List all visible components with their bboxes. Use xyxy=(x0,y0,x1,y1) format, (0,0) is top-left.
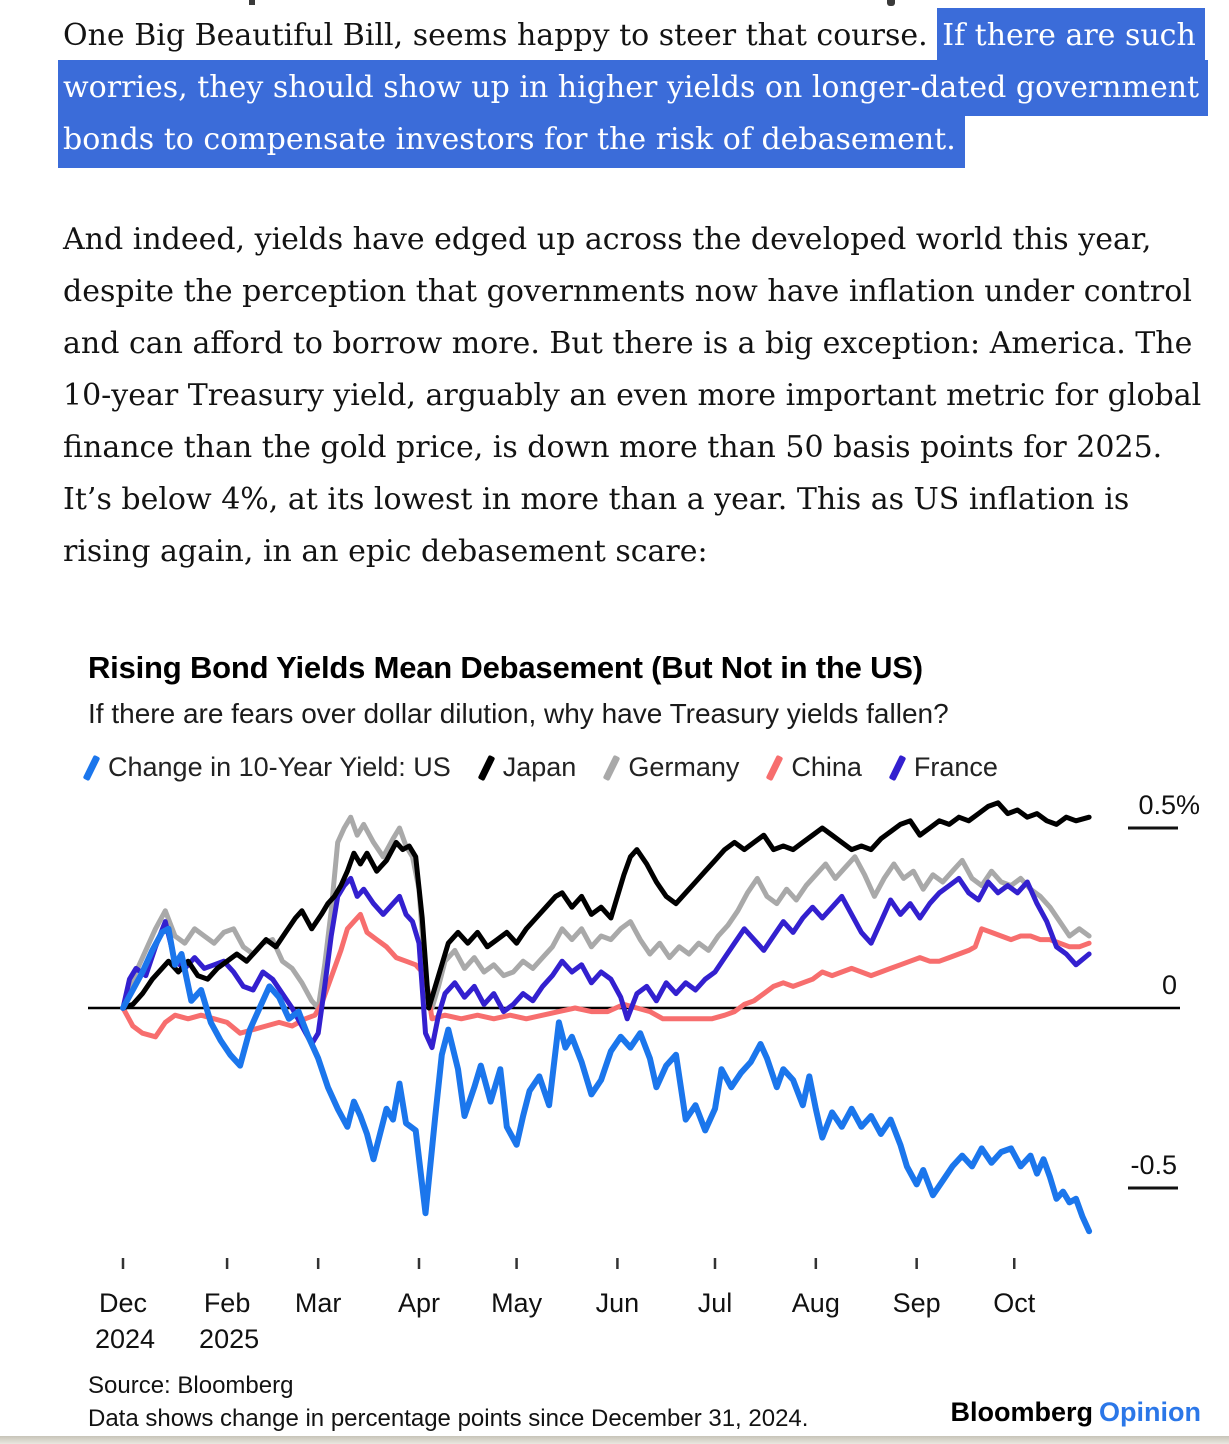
paragraph-line: And indeed, yields have edged up across … xyxy=(63,222,1152,257)
x-tick-month-label: Jul xyxy=(698,1288,733,1318)
legend-label: Japan xyxy=(502,752,577,782)
chart-subtitle: If there are fears over dollar dilution,… xyxy=(88,698,949,729)
paragraph-2: And indeed, yields have edged up across … xyxy=(63,214,1201,578)
paragraph-line: It’s below 4%, at its lowest in more tha… xyxy=(63,482,1130,517)
x-tick-month-label: Aug xyxy=(792,1288,840,1318)
x-tick-month-label: May xyxy=(491,1288,543,1318)
x-tick-month-label: Dec xyxy=(99,1288,147,1318)
legend-label: China xyxy=(791,752,862,782)
chart-source: Source: Bloomberg xyxy=(88,1372,294,1399)
y-tick-label: 0.5% xyxy=(1138,790,1200,820)
chart-legend: Change in 10-Year Yield: US Japan German… xyxy=(82,752,998,783)
cropped-text-artifact xyxy=(249,0,255,5)
y-tick-label: 0 xyxy=(1162,970,1177,1000)
x-tick-year-label: 2024 xyxy=(95,1324,155,1354)
paragraph-line: and can afford to borrow more. But there… xyxy=(63,326,1193,361)
x-tick-month-label: Sep xyxy=(893,1288,941,1318)
line-swatch-icon xyxy=(888,754,907,781)
paragraph-line: finance than the gold price, is down mor… xyxy=(63,430,1163,465)
paragraph-text: One Big Beautiful Bill, seems happy to s… xyxy=(63,18,938,53)
chart-title: Rising Bond Yields Mean Debasement (But … xyxy=(88,650,923,685)
legend-item-france: France xyxy=(888,752,998,783)
legend-label: Change in 10-Year Yield: US xyxy=(108,752,451,782)
x-tick-month-label: Apr xyxy=(398,1288,440,1318)
paragraph-line: rising again, in an epic debasement scar… xyxy=(63,534,708,569)
series-line-france xyxy=(120,875,1092,1051)
legend-label: Germany xyxy=(628,752,740,782)
paragraph-1: One Big Beautiful Bill, seems happy to s… xyxy=(58,8,1209,168)
x-tick-month-label: Oct xyxy=(993,1288,1036,1318)
paragraph-line: worries, they should show up in higher y… xyxy=(58,60,1209,116)
paragraph-line: despite the perception that governments … xyxy=(63,274,1192,309)
series-line-japan xyxy=(120,800,1092,1011)
x-tick-month-label: Jun xyxy=(596,1288,640,1318)
legend-item-germany: Germany xyxy=(602,752,740,783)
cropped-text-artifact xyxy=(887,0,895,6)
bloomberg-wordmark: Bloomberg xyxy=(950,1397,1094,1427)
paragraph-line: One Big Beautiful Bill, seems happy to s… xyxy=(63,8,1208,64)
line-swatch-icon xyxy=(477,754,496,781)
series-line-germany xyxy=(120,814,1092,1011)
legend-item-japan: Japan xyxy=(477,752,577,783)
opinion-wordmark: Opinion xyxy=(1099,1397,1201,1427)
y-tick-label: -0.5 xyxy=(1130,1150,1177,1180)
line-swatch-icon xyxy=(766,754,784,781)
bloomberg-opinion-logo: Bloomberg Opinion xyxy=(951,1397,1202,1428)
line-swatch-icon xyxy=(602,754,621,781)
x-tick-year-label: 2025 xyxy=(199,1324,259,1354)
highlighted-text: If there are such xyxy=(937,8,1205,64)
x-tick-month-label: Feb xyxy=(204,1288,251,1318)
legend-item-us: Change in 10-Year Yield: US xyxy=(82,752,451,783)
line-swatch-icon xyxy=(82,754,101,781)
paragraph-line: 10-year Treasury yield, arguably an even… xyxy=(63,378,1202,413)
highlighted-text: bonds to compensate investors for the ri… xyxy=(58,112,965,168)
paragraph-line: bonds to compensate investors for the ri… xyxy=(58,112,1208,168)
highlighted-text: worries, they should show up in higher y… xyxy=(58,60,1209,116)
legend-label: France xyxy=(913,752,998,782)
bottom-divider xyxy=(0,1436,1229,1444)
chart-note: Data shows change in percentage points s… xyxy=(88,1405,809,1432)
series-line-us xyxy=(120,925,1093,1235)
x-tick-month-label: Mar xyxy=(295,1288,342,1318)
line-chart: 0.5% 0 -0.5 Dec 2024 Feb 2025 Mar Apr May Jun Jul Au… xyxy=(88,790,1200,1354)
legend-item-china: China xyxy=(766,752,862,783)
chart-footer: Source: Bloomberg Data shows change in p… xyxy=(88,1369,808,1435)
